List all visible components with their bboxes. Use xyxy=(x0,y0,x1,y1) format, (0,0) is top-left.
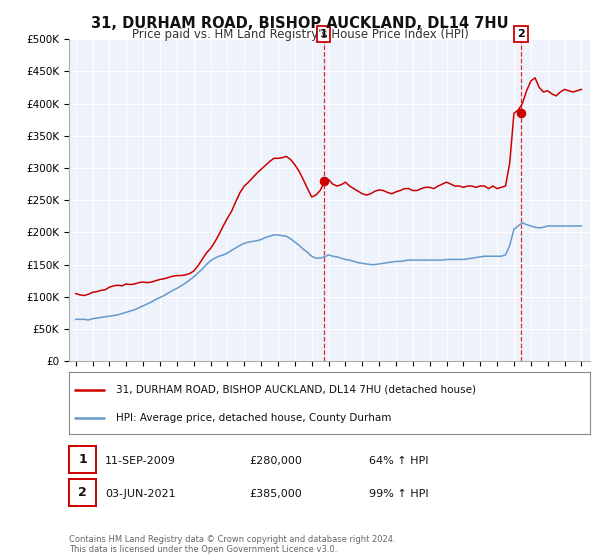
Text: 1: 1 xyxy=(78,453,87,466)
Text: 31, DURHAM ROAD, BISHOP AUCKLAND, DL14 7HU (detached house): 31, DURHAM ROAD, BISHOP AUCKLAND, DL14 7… xyxy=(116,385,476,395)
Text: 99% ↑ HPI: 99% ↑ HPI xyxy=(369,488,428,498)
Text: HPI: Average price, detached house, County Durham: HPI: Average price, detached house, Coun… xyxy=(116,413,391,423)
Text: 31, DURHAM ROAD, BISHOP AUCKLAND, DL14 7HU: 31, DURHAM ROAD, BISHOP AUCKLAND, DL14 7… xyxy=(91,16,509,31)
Text: £385,000: £385,000 xyxy=(249,488,302,498)
Text: Price paid vs. HM Land Registry's House Price Index (HPI): Price paid vs. HM Land Registry's House … xyxy=(131,28,469,41)
Text: 1: 1 xyxy=(320,29,328,39)
Text: 11-SEP-2009: 11-SEP-2009 xyxy=(105,456,176,466)
Point xyxy=(319,176,328,185)
Text: Contains HM Land Registry data © Crown copyright and database right 2024.
This d: Contains HM Land Registry data © Crown c… xyxy=(69,535,395,554)
Text: 64% ↑ HPI: 64% ↑ HPI xyxy=(369,456,428,466)
Text: 03-JUN-2021: 03-JUN-2021 xyxy=(105,488,176,498)
Text: 2: 2 xyxy=(78,486,87,499)
Text: £280,000: £280,000 xyxy=(249,456,302,466)
Text: 2: 2 xyxy=(517,29,525,39)
Point xyxy=(516,109,526,118)
